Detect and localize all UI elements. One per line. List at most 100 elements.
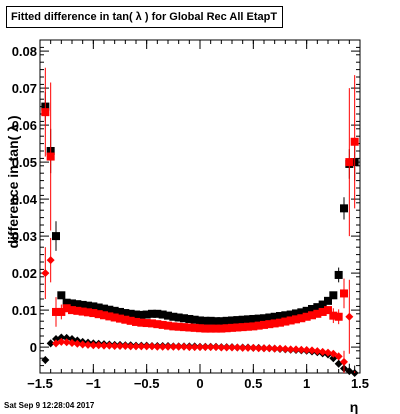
data-point-square (318, 300, 327, 309)
data-point-square (84, 301, 92, 310)
data-point-square (260, 314, 268, 323)
data-point-diamond (158, 342, 167, 351)
data-point-diamond (132, 342, 140, 351)
data-point-diamond (137, 342, 146, 351)
data-point-square (137, 310, 146, 319)
data-point-square (52, 232, 60, 241)
data-point-square (100, 311, 108, 320)
data-point-square (329, 291, 338, 300)
data-point-square (73, 300, 82, 309)
data-point-diamond (78, 340, 87, 349)
y-tick-label: 0.03 (12, 229, 37, 244)
data-point-diamond (190, 343, 199, 352)
data-point-diamond (46, 339, 55, 348)
data-point-square (94, 310, 103, 319)
data-point-diamond (142, 342, 151, 351)
data-point-square (126, 316, 135, 325)
data-point-square (137, 318, 146, 327)
data-point-square (158, 310, 167, 319)
data-point-square (185, 323, 194, 332)
data-point-square (260, 320, 268, 329)
chart-title: Fitted difference in tan( λ ) for Global… (6, 6, 283, 28)
data-point-square (292, 309, 300, 318)
y-axis-title: difference in tan( λ ) (5, 115, 21, 248)
data-point-square (238, 315, 247, 324)
data-point-square (233, 316, 242, 325)
data-point-diamond (57, 333, 66, 342)
data-point-square (169, 322, 178, 331)
data-point-square (105, 312, 114, 321)
data-point-square (110, 306, 119, 315)
data-point-square (281, 317, 290, 326)
data-point-diamond (281, 344, 290, 353)
x-tick-label: 0.5 (244, 376, 262, 391)
data-point-square (190, 323, 199, 332)
data-point-diamond (254, 344, 263, 353)
data-point-square (196, 316, 204, 325)
data-point-square (308, 311, 316, 320)
data-point-square (201, 324, 210, 333)
data-point-square (68, 299, 76, 308)
y-tick-label: 0.07 (12, 81, 37, 96)
data-point-diamond (222, 343, 231, 352)
data-point-square (121, 309, 130, 318)
data-point-square (89, 309, 98, 318)
data-point-square (116, 307, 124, 316)
data-point-diamond (249, 343, 258, 352)
data-point-square (206, 316, 215, 325)
data-point-diamond (68, 339, 76, 348)
data-point-square (78, 300, 87, 309)
data-point-square (132, 310, 140, 319)
data-point-square (84, 308, 92, 317)
data-point-square (324, 306, 332, 315)
x-tick-label: 0 (196, 376, 203, 391)
data-point-square (142, 319, 151, 328)
axes: −1.5 −1 −0.5 0 0.5 1 1.5 0 0.01 0.02 0.03 0.04 0.05 0… (12, 39, 369, 391)
data-point-square (62, 304, 71, 313)
data-point-diamond (41, 269, 50, 278)
data-point-diamond (100, 341, 108, 350)
timestamp: Sat Sep 9 12:28:04 2017 (4, 401, 95, 410)
data-point-square (148, 309, 156, 318)
x-tick-label: −1 (86, 376, 101, 391)
data-point-diamond (196, 343, 204, 352)
data-point-square (180, 323, 188, 332)
data-point-square (302, 306, 311, 315)
data-point-square (212, 317, 220, 326)
y-tick-label: 0.06 (12, 118, 37, 133)
data-point-square (52, 307, 60, 316)
data-point-square (46, 152, 55, 161)
y-tick-label: 0.01 (12, 303, 37, 318)
data-point-square (254, 321, 263, 330)
data-point-diamond (270, 344, 279, 353)
data-point-diamond (180, 342, 188, 351)
data-point-square (105, 305, 114, 314)
data-point-square (148, 319, 156, 328)
data-point-square (297, 308, 306, 317)
data-point-square (350, 137, 359, 146)
data-point-diamond (244, 343, 252, 352)
data-point-diamond (62, 338, 71, 347)
data-point-diamond (334, 352, 343, 361)
x-tick-label: −1.5 (27, 376, 53, 391)
data-point-diamond (308, 346, 316, 355)
data-point-diamond (297, 345, 306, 354)
data-point-square (89, 302, 98, 311)
data-point-square (313, 303, 322, 312)
y-tick-label: 0.05 (12, 155, 37, 170)
y-tick-label: 0.04 (12, 192, 38, 207)
data-point-diamond (265, 344, 274, 353)
data-point-diamond (302, 346, 311, 355)
data-point-square (110, 313, 119, 322)
data-point-diamond (110, 341, 119, 350)
data-point-square (153, 320, 162, 329)
data-point-square (276, 312, 284, 321)
data-point-diamond (206, 343, 215, 352)
data-point-diamond (174, 342, 183, 351)
data-point-diamond (313, 347, 322, 356)
data-point-square (340, 289, 348, 298)
data-point-diamond (126, 342, 135, 351)
data-point-square (169, 312, 178, 321)
data-point-square (57, 291, 66, 300)
data-point-square (180, 314, 188, 323)
